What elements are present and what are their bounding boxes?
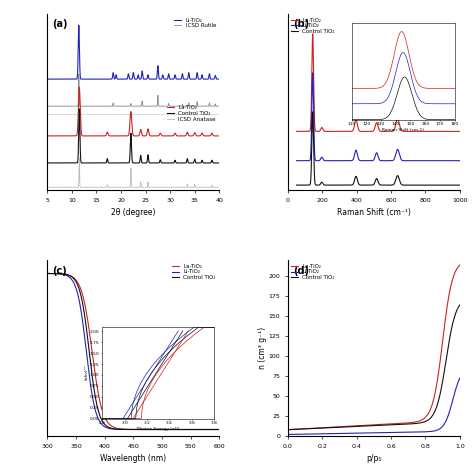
- Text: (a): (a): [53, 19, 68, 29]
- X-axis label: Wavelength (nm): Wavelength (nm): [100, 454, 166, 463]
- Y-axis label: n (cm³ g⁻¹): n (cm³ g⁻¹): [258, 327, 267, 369]
- Legend: La-TiO₂, Control TiO₂, ICSD Anatase: La-TiO₂, Control TiO₂, ICSD Anatase: [167, 105, 217, 123]
- X-axis label: Raman Shift (cm⁻¹): Raman Shift (cm⁻¹): [337, 208, 411, 217]
- Legend: La-TiO₂, Li-TiO₂, Control TiO₂: La-TiO₂, Li-TiO₂, Control TiO₂: [172, 263, 217, 281]
- X-axis label: 2θ (degree): 2θ (degree): [111, 208, 155, 217]
- Text: (d): (d): [293, 265, 309, 275]
- X-axis label: p/p₀: p/p₀: [366, 454, 382, 463]
- Legend: La-TiO₂, Li-TiO₂, Control TiO₂: La-TiO₂, Li-TiO₂, Control TiO₂: [291, 263, 336, 281]
- Legend: La-TiO₂, Li-TiO₂, Control TiO₂: La-TiO₂, Li-TiO₂, Control TiO₂: [291, 17, 336, 35]
- Text: (c): (c): [53, 265, 67, 275]
- Text: (b): (b): [293, 19, 309, 29]
